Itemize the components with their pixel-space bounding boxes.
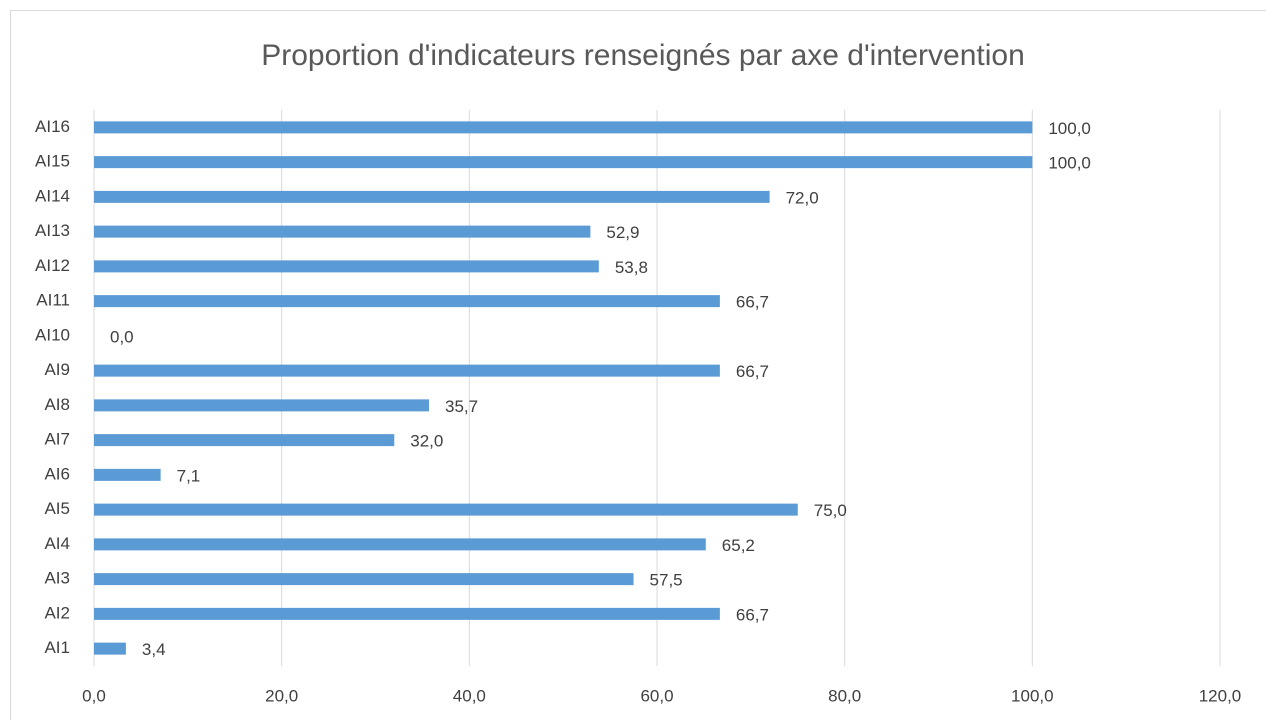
bar	[94, 295, 720, 308]
x-tick-label: 60,0	[640, 686, 673, 705]
bar	[94, 399, 429, 412]
y-tick-label: AI9	[44, 360, 70, 379]
bar	[94, 156, 1033, 169]
y-tick-label: AI8	[44, 395, 70, 414]
bar	[94, 434, 395, 447]
data-label: 100,0	[1048, 119, 1091, 138]
y-tick-label: AI14	[35, 186, 70, 205]
y-tick-label: AI11	[36, 291, 70, 310]
x-tick-label: 0,0	[82, 686, 106, 705]
y-tick-label: AI10	[35, 325, 70, 344]
bar	[94, 607, 720, 620]
data-label: 72,0	[786, 188, 819, 207]
data-label: 32,0	[410, 432, 443, 451]
bar	[94, 642, 126, 655]
data-label: 57,5	[650, 571, 683, 590]
bar	[94, 121, 1033, 134]
y-tick-label: AI3	[44, 569, 70, 588]
y-tick-label: AI16	[35, 117, 70, 136]
y-tick-label: AI12	[35, 256, 70, 275]
y-tick-label: AI1	[44, 638, 70, 657]
chart-title: Proportion d'indicateurs renseignés par …	[261, 39, 1025, 72]
y-tick-label: AI13	[35, 221, 70, 240]
bar	[94, 225, 591, 238]
bar	[94, 503, 798, 516]
data-label: 66,7	[736, 362, 769, 381]
x-tick-label: 20,0	[265, 686, 298, 705]
bar	[94, 260, 599, 273]
x-tick-label: 100,0	[1011, 686, 1054, 705]
data-label: 66,7	[736, 605, 769, 624]
data-label: 52,9	[606, 223, 639, 242]
y-tick-label: AI7	[44, 430, 70, 449]
bar	[94, 538, 706, 551]
y-tick-label: AI15	[35, 152, 70, 171]
bar	[94, 573, 634, 586]
bar	[94, 468, 161, 481]
data-label: 0,0	[110, 327, 134, 346]
data-label: 100,0	[1048, 154, 1091, 173]
y-tick-label: AI6	[44, 464, 70, 483]
data-label: 75,0	[814, 501, 847, 520]
y-tick-label: AI5	[44, 499, 70, 518]
bar	[94, 364, 720, 377]
data-label: 66,7	[736, 293, 769, 312]
x-tick-label: 40,0	[453, 686, 486, 705]
y-tick-label: AI4	[44, 534, 70, 553]
x-tick-label: 120,0	[1199, 686, 1242, 705]
data-label: 53,8	[615, 258, 648, 277]
y-tick-label: AI2	[44, 603, 70, 622]
x-tick-label: 80,0	[828, 686, 861, 705]
data-label: 65,2	[722, 536, 755, 555]
data-label: 3,4	[142, 640, 166, 659]
data-label: 7,1	[177, 466, 201, 485]
data-label: 35,7	[445, 397, 478, 416]
bar	[94, 190, 770, 203]
